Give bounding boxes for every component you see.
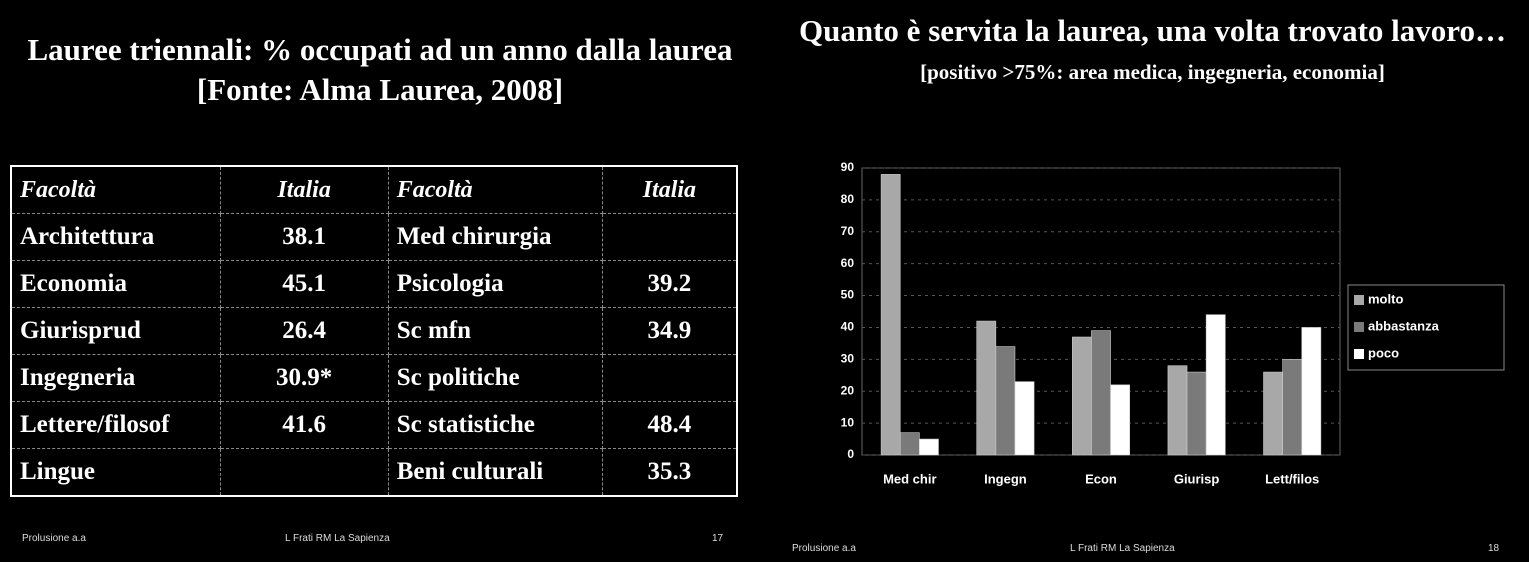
bar — [1263, 371, 1283, 456]
page-number: 17 — [712, 533, 724, 544]
footer-center-2: L Frati RM La Sapienza — [1070, 543, 1175, 554]
table-cell: Beni culturali — [387, 448, 603, 497]
table-cell: Sc politiche — [387, 354, 603, 402]
bar — [1186, 371, 1207, 456]
table-row: Lingue Beni culturali 35.3 — [10, 448, 738, 497]
y-tick-label: 40 — [841, 320, 855, 334]
bar — [919, 438, 939, 456]
y-tick-label: 90 — [841, 160, 855, 174]
table-row: Giurisprud 26.4 Sc mfn 34.9 — [10, 307, 738, 355]
table-row: Economia 45.1 Psicologia 39.2 — [10, 260, 738, 308]
table-cell — [601, 354, 738, 402]
header-cell: Italia — [219, 165, 389, 214]
bar — [899, 432, 920, 456]
right-title-block: Quanto è servita la laurea, una volta tr… — [780, 12, 1525, 91]
bar — [995, 346, 1016, 456]
x-tick-label: Econ — [1085, 471, 1117, 486]
legend-box — [1347, 284, 1505, 371]
bar — [976, 320, 997, 456]
table-cell: Psicologia — [387, 260, 603, 308]
table-cell: 39.2 — [601, 260, 738, 308]
legend-swatch — [1354, 295, 1364, 305]
x-tick-label: Lett/filos — [1265, 471, 1319, 486]
bar — [1205, 314, 1226, 456]
left-title: Lauree triennali: % occupati ad un anno … — [27, 32, 733, 67]
legend-swatch — [1354, 349, 1364, 359]
right-title: Quanto è servita la laurea, una volta tr… — [799, 13, 1506, 48]
bar — [1091, 330, 1111, 456]
y-tick-label: 70 — [841, 224, 855, 238]
legend-swatch — [1354, 322, 1364, 332]
table-cell: Sc statistiche — [387, 401, 603, 449]
table-cell: Architettura — [10, 213, 221, 261]
footer-left: Prolusione a.a — [22, 533, 86, 544]
legend-label: abbastanza — [1368, 318, 1440, 333]
table: Facoltà Italia Facoltà Italia Architettura 38… — [10, 165, 738, 497]
table-cell: Economia — [10, 260, 221, 308]
footer-center: L Frati RM La Sapienza — [285, 533, 390, 544]
table-cell: 41.6 — [219, 401, 389, 449]
bar — [880, 174, 901, 456]
x-tick-label: Giurisp — [1174, 471, 1220, 486]
y-tick-label: 60 — [841, 256, 855, 270]
table-cell: 34.9 — [601, 307, 738, 355]
bar — [1072, 336, 1092, 456]
y-tick-label: 30 — [841, 352, 855, 366]
table-cell: Sc mfn — [387, 307, 603, 355]
left-title-block: Lauree triennali: % occupati ad un anno … — [20, 30, 740, 110]
table-row: Lettere/filosof 41.6 Sc statistiche 48.4 — [10, 401, 738, 449]
table-cell: 48.4 — [601, 401, 738, 449]
page-number-2: 18 — [1488, 543, 1500, 554]
table-cell — [219, 448, 389, 497]
y-tick-label: 50 — [841, 288, 855, 302]
table-row: Ingegneria 30.9* Sc politiche — [10, 354, 738, 402]
x-tick-label: Med chir — [883, 471, 936, 486]
bar — [1167, 365, 1188, 456]
legend-label: poco — [1368, 345, 1399, 360]
legend-label: molto — [1368, 291, 1403, 306]
table-cell: 30.9* — [219, 354, 389, 402]
bar — [1301, 327, 1322, 456]
y-tick-label: 20 — [841, 383, 855, 397]
right-note: [positivo >75%: area medica, ingegneria,… — [920, 60, 1385, 84]
header-cell: Facoltà — [10, 165, 221, 214]
left-source: [Fonte: Alma Laurea, 2008] — [196, 72, 564, 107]
bar — [1110, 384, 1130, 456]
bar — [1014, 381, 1035, 456]
y-tick-label: 0 — [847, 447, 854, 461]
table-cell: 35.3 — [601, 448, 738, 497]
table-cell: Med chirurgia — [387, 213, 603, 261]
y-tick-label: 80 — [841, 192, 855, 206]
y-tick-label: 10 — [841, 415, 855, 429]
bar — [1282, 359, 1303, 456]
footer-left-2: Prolusione a.a — [792, 543, 856, 554]
table-cell: Giurisprud — [10, 307, 221, 355]
x-tick-label: Ingegn — [984, 471, 1027, 486]
